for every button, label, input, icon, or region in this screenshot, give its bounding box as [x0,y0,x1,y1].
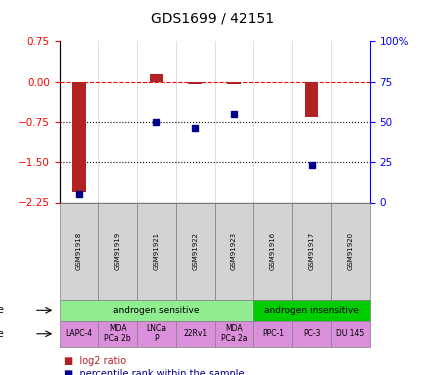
Text: DU 145: DU 145 [336,329,365,338]
Text: GSM91919: GSM91919 [115,232,121,270]
Bar [227,82,241,84]
Text: 22Rv1: 22Rv1 [183,329,207,338]
Bar [60,202,98,300]
Bar [331,321,370,347]
Text: GSM91917: GSM91917 [309,232,314,270]
Text: LNCa
P: LNCa P [147,324,167,344]
Bar [215,321,253,347]
Bar [137,321,176,347]
Text: androgen sensitive: androgen sensitive [113,306,200,315]
Bar [72,82,86,192]
Bar [292,202,331,300]
Text: GSM91921: GSM91921 [153,232,159,270]
Text: GDS1699 / 42151: GDS1699 / 42151 [151,11,274,25]
Bar [176,321,215,347]
Text: PPC-1: PPC-1 [262,329,284,338]
Bar [60,300,253,321]
Text: PC-3: PC-3 [303,329,320,338]
Bar [60,321,98,347]
Bar [215,202,253,300]
Text: GSM91916: GSM91916 [270,232,276,270]
Text: GSM91922: GSM91922 [192,232,198,270]
Bar [98,202,137,300]
Bar [150,74,163,82]
Text: MDA
PCa 2b: MDA PCa 2b [105,324,131,344]
Bar [253,321,292,347]
Text: ■  log2 ratio: ■ log2 ratio [64,357,126,366]
Bar [253,202,292,300]
Text: GSM91920: GSM91920 [347,232,353,270]
Bar [188,82,202,84]
Text: GSM91918: GSM91918 [76,232,82,270]
Text: MDA
PCa 2a: MDA PCa 2a [221,324,247,344]
Bar [292,321,331,347]
Bar [331,202,370,300]
Text: LAPC-4: LAPC-4 [65,329,93,338]
Bar [137,202,176,300]
Bar [98,321,137,347]
Bar [253,300,370,321]
Bar [176,202,215,300]
Bar [305,82,318,117]
Text: ■  percentile rank within the sample: ■ percentile rank within the sample [64,369,244,375]
Text: cell line: cell line [0,329,4,339]
Text: cell type: cell type [0,305,4,315]
Text: androgen insensitive: androgen insensitive [264,306,359,315]
Text: GSM91923: GSM91923 [231,232,237,270]
